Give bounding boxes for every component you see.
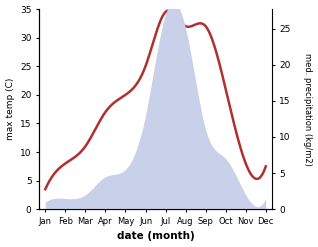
Y-axis label: max temp (C): max temp (C) xyxy=(5,78,15,140)
Y-axis label: med. precipitation (kg/m2): med. precipitation (kg/m2) xyxy=(303,53,313,165)
X-axis label: date (month): date (month) xyxy=(117,231,194,242)
